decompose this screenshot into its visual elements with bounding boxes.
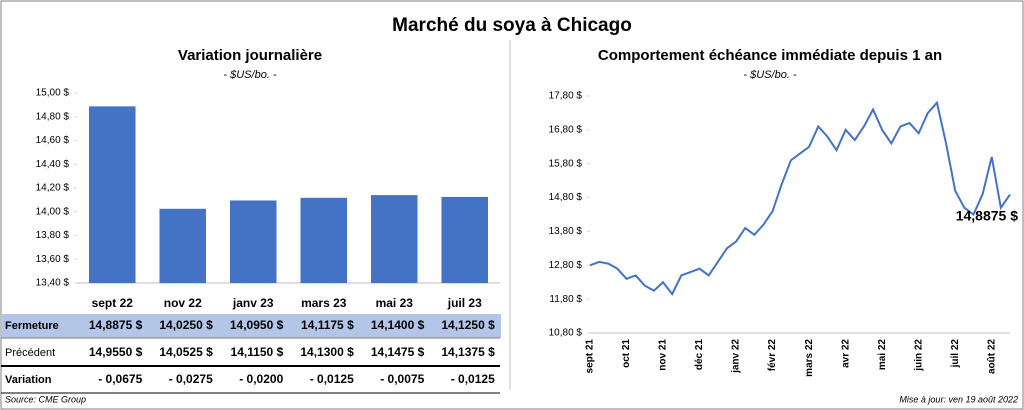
- chart-subtitle: - $US/bo. -: [743, 69, 797, 81]
- row-label: Fermeture: [5, 320, 59, 332]
- table-cell: - 0,0275: [169, 372, 213, 386]
- y-tick-label: 10,80 $: [549, 328, 583, 339]
- x-tick-label: oct 21: [621, 339, 632, 368]
- x-tick-label: sept 22: [92, 296, 134, 310]
- x-tick-label: janv 22: [731, 339, 742, 374]
- x-tick-label: juil 22: [950, 339, 961, 369]
- bar: [370, 195, 418, 283]
- y-tick-label: 14,20 $: [36, 183, 70, 194]
- row-highlight: [1, 314, 501, 338]
- x-tick-label: juin 22: [913, 339, 924, 372]
- table-cell: 14,1250 $: [441, 318, 495, 332]
- y-tick-label: 17,80 $: [549, 91, 583, 102]
- table-cell: 14,1475 $: [371, 345, 425, 359]
- y-tick-label: 12,80 $: [549, 260, 583, 271]
- table-cell: - 0,0125: [451, 372, 495, 386]
- table-cell: 14,0250 $: [159, 318, 213, 332]
- table-cell: 14,1400 $: [371, 318, 425, 332]
- bar: [229, 200, 277, 283]
- row-label: Variation: [5, 374, 52, 386]
- chart-title: Comportement échéance immédiate depuis 1…: [598, 47, 942, 64]
- x-tick-label: mai 22: [877, 339, 888, 371]
- table-cell: 14,0950 $: [230, 318, 284, 332]
- line-series: [589, 100, 1011, 296]
- page-title: Marché du soya à Chicago: [392, 15, 632, 36]
- x-tick-label: avr 22: [840, 339, 851, 368]
- x-tick-label: janv 23: [232, 296, 274, 310]
- x-tick-label: déc 21: [694, 339, 705, 371]
- x-tick-label: févr 22: [767, 339, 778, 372]
- y-tick-label: 14,00 $: [36, 206, 70, 217]
- x-tick-label: juil 23: [447, 296, 482, 310]
- x-tick-label: mai 23: [376, 296, 414, 310]
- y-tick-label: 13,60 $: [36, 254, 70, 265]
- table-cell: 14,0525 $: [159, 345, 213, 359]
- y-tick-label: 14,40 $: [36, 159, 70, 170]
- x-tick-label: nov 22: [164, 296, 202, 310]
- bar: [300, 197, 348, 283]
- end-label: 14,8875 $: [956, 207, 1018, 223]
- source: Source: CME Group: [5, 394, 86, 404]
- x-tick-label: nov 21: [658, 339, 669, 371]
- chart-title: Variation journalière: [178, 47, 322, 64]
- updated: Mise à jour: ven 19 août 2022: [899, 394, 1018, 404]
- x-tick-label: mars 22: [804, 339, 815, 377]
- x-tick-label: mars 23: [301, 296, 347, 310]
- y-tick-label: 14,80 $: [36, 111, 70, 122]
- y-tick-label: 15,00 $: [36, 88, 70, 99]
- table-cell: - 0,0125: [310, 372, 354, 386]
- y-tick-label: 11,80 $: [549, 294, 582, 305]
- chart-subtitle: - $US/bo. -: [223, 69, 277, 81]
- y-tick-label: 14,60 $: [36, 135, 70, 146]
- y-tick-label: 13,80 $: [549, 226, 583, 237]
- table-cell: 14,1375 $: [441, 345, 495, 359]
- y-tick-label: 16,80 $: [549, 124, 583, 135]
- table-cell: 14,9550 $: [89, 345, 143, 359]
- table-cell: - 0,0200: [239, 372, 283, 386]
- y-tick-label: 15,80 $: [549, 158, 583, 169]
- table-cell: 14,1300 $: [300, 345, 354, 359]
- row-label: Précédent: [5, 347, 55, 359]
- bar: [159, 208, 207, 283]
- x-tick-label: sept 21: [585, 339, 596, 374]
- bar: [441, 196, 489, 283]
- x-tick-label: août 22: [986, 339, 997, 374]
- y-tick-label: 13,40 $: [36, 278, 70, 289]
- table-cell: 14,1150 $: [231, 345, 284, 359]
- y-tick-label: 13,80 $: [36, 230, 70, 241]
- y-tick-label: 14,80 $: [549, 192, 583, 203]
- table-cell: 14,1175 $: [301, 318, 354, 332]
- table-cell: - 0,0075: [380, 372, 424, 386]
- table-cell: - 0,0675: [98, 372, 142, 386]
- bar: [88, 106, 136, 283]
- table-cell: 14,8875 $: [89, 318, 143, 332]
